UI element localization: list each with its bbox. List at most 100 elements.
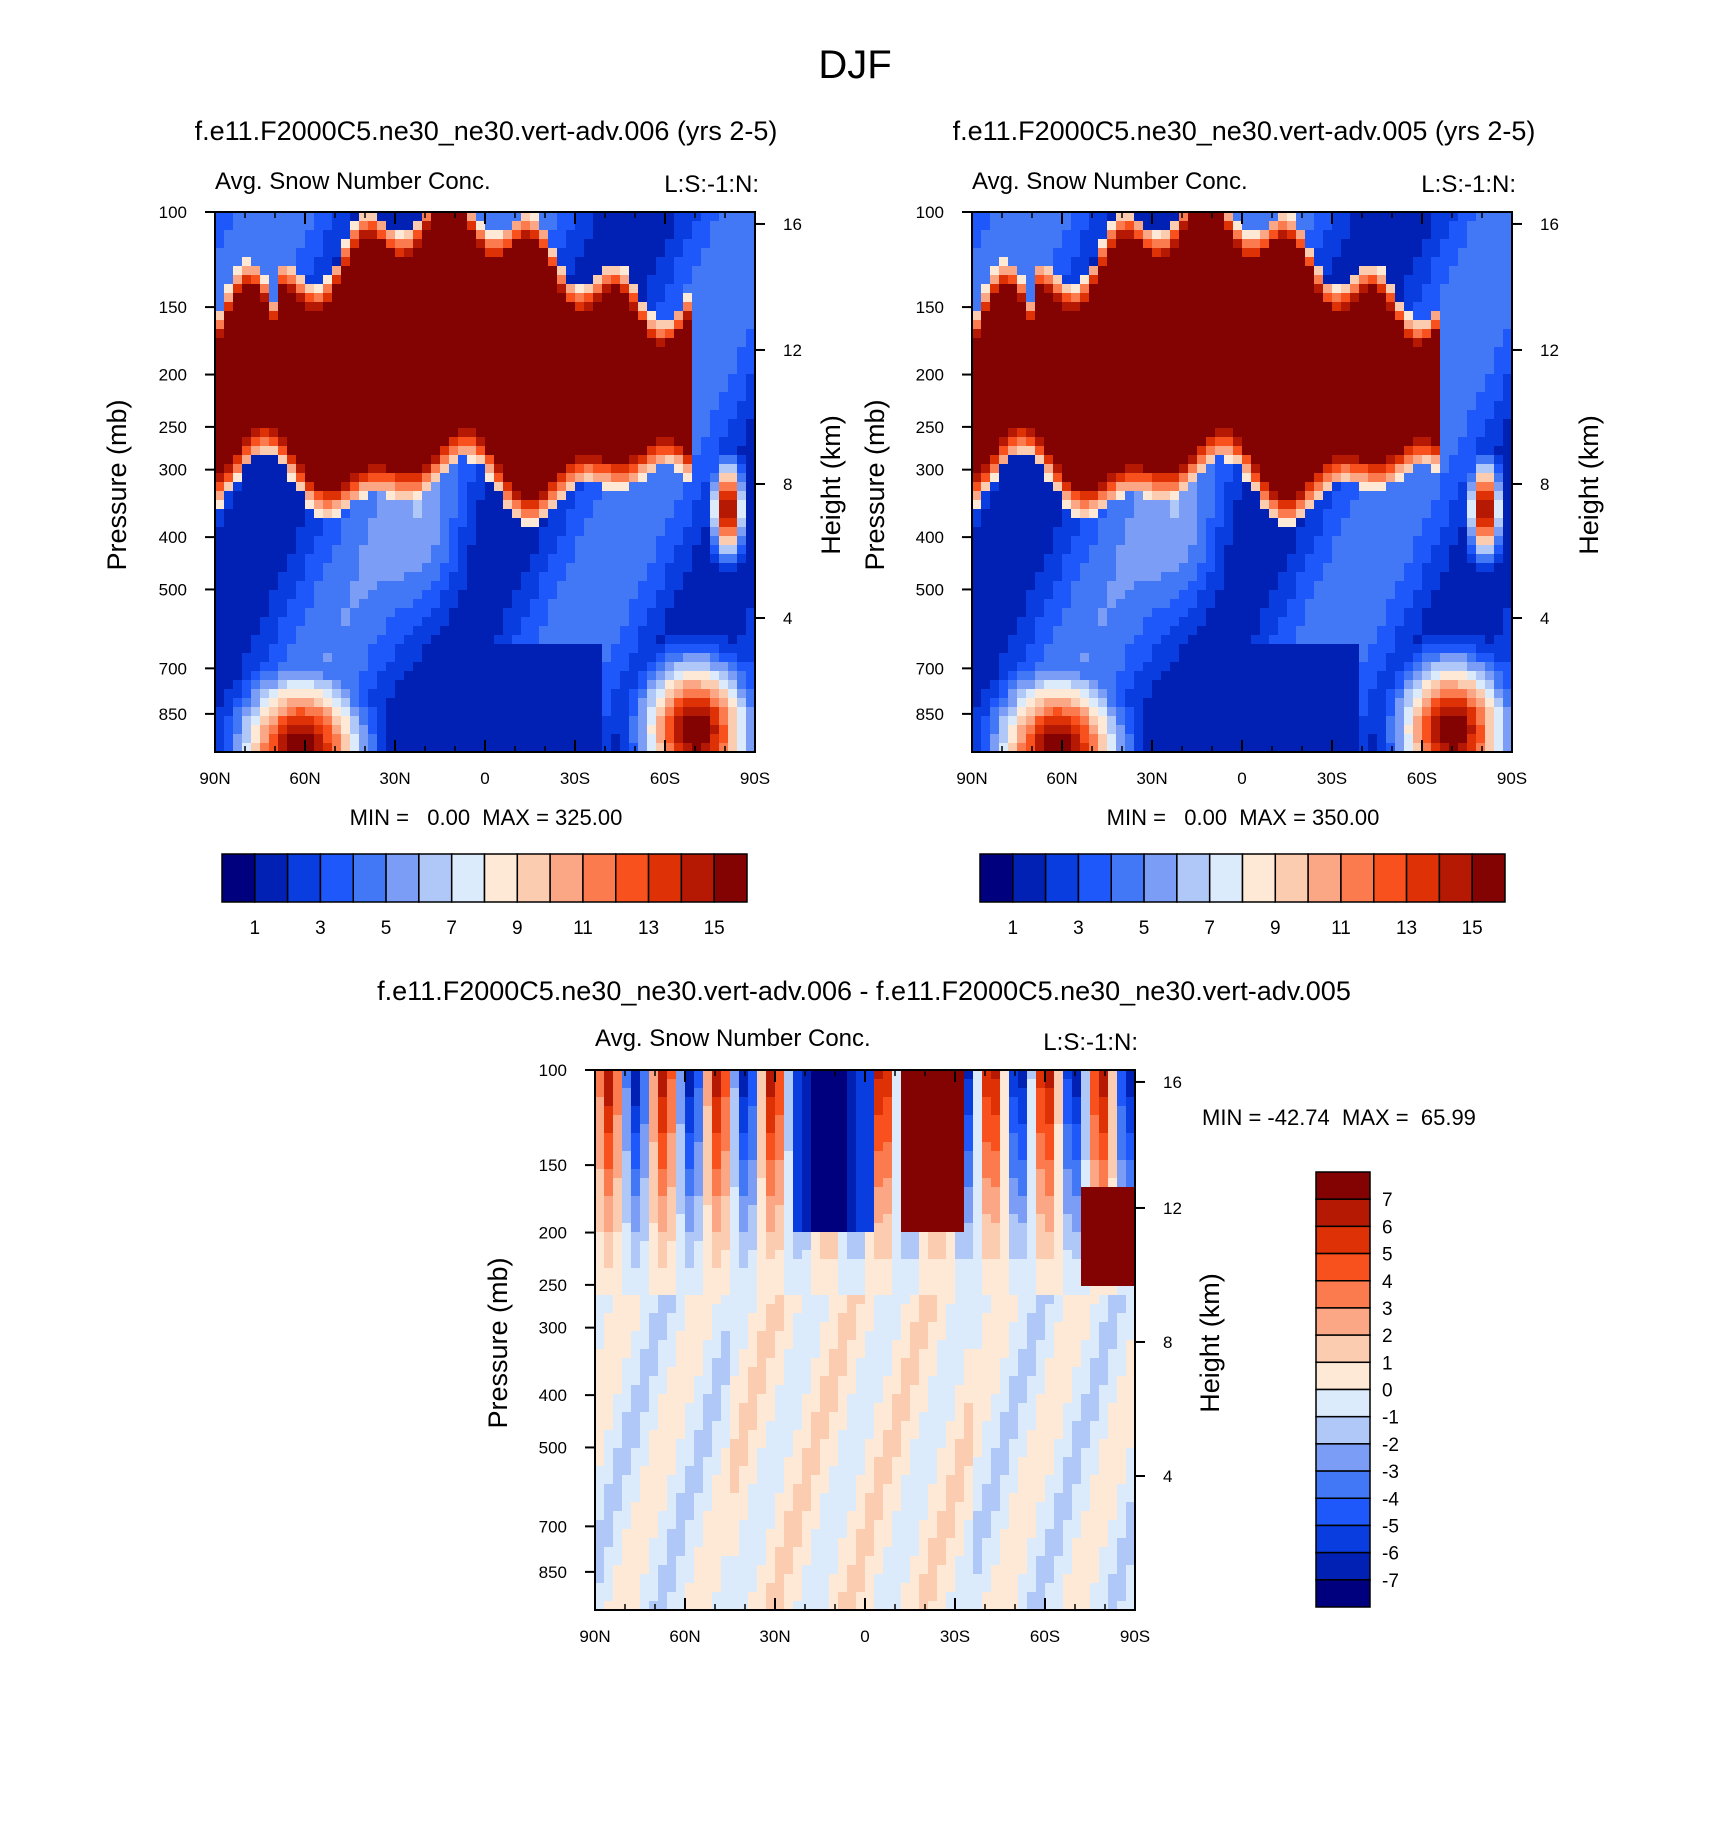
field-cell (620, 446, 630, 456)
field-cell (485, 302, 495, 312)
field-cell (1089, 392, 1099, 402)
field-cell (341, 311, 351, 321)
field-cell (1476, 356, 1486, 366)
field-cell (350, 734, 360, 744)
field-cell (341, 212, 351, 222)
field-cell (485, 347, 495, 357)
field-cell (377, 257, 387, 267)
field-cell (728, 662, 738, 672)
field-cell (674, 455, 684, 465)
field-cell (1206, 338, 1216, 348)
field-cell (1098, 248, 1108, 258)
field-cell (1206, 374, 1216, 384)
field-cell (1422, 239, 1432, 249)
field-cell (1269, 374, 1279, 384)
field-cell (296, 554, 306, 564)
field-cell (1278, 257, 1288, 267)
field-cell (647, 392, 657, 402)
field-cell (431, 581, 441, 591)
field-cell (1152, 338, 1162, 348)
field-cell (737, 473, 747, 483)
field-cell (314, 527, 324, 537)
field-cell (548, 716, 558, 726)
field-cell (350, 545, 360, 555)
field-cell (512, 716, 522, 726)
field-cell (1152, 365, 1162, 375)
field-cell (521, 698, 531, 708)
field-cell (638, 410, 648, 420)
field-cell (728, 464, 738, 474)
field-cell (494, 446, 504, 456)
field-cell (575, 536, 585, 546)
field-cell (260, 257, 270, 267)
field-cell (1503, 239, 1513, 249)
field-cell (719, 383, 729, 393)
field-cell (584, 221, 594, 231)
field-cell (1026, 365, 1036, 375)
field-cell (990, 329, 1000, 339)
field-cell (1134, 383, 1144, 393)
field-cell (323, 608, 333, 618)
field-cell (242, 491, 252, 501)
field-cell (719, 734, 729, 744)
field-cell (422, 518, 432, 528)
field-cell (1287, 257, 1297, 267)
field-cell (1368, 392, 1378, 402)
field-cell (404, 725, 414, 735)
field-cell (359, 626, 369, 636)
field-cell (449, 419, 459, 429)
field-cell (296, 365, 306, 375)
field-cell (467, 662, 477, 672)
field-cell (539, 635, 549, 645)
field-cell (611, 329, 621, 339)
field-cell (638, 230, 648, 240)
field-cell (215, 491, 225, 501)
field-cell (350, 329, 360, 339)
field-cell (1080, 266, 1090, 276)
field-cell (287, 293, 297, 303)
field-cell (972, 239, 982, 249)
field-cell (233, 581, 243, 591)
field-cell (530, 374, 540, 384)
field-cell (548, 248, 558, 258)
field-cell (1152, 284, 1162, 294)
field-cell (566, 302, 576, 312)
field-cell (737, 698, 747, 708)
field-cell (584, 311, 594, 321)
field-cell (1134, 221, 1144, 231)
field-cell (404, 653, 414, 663)
field-cell (485, 734, 495, 744)
field-cell (440, 365, 450, 375)
field-cell (368, 383, 378, 393)
field-cell (692, 680, 702, 690)
field-cell (521, 599, 531, 609)
field-cell (602, 383, 612, 393)
field-cell (449, 554, 459, 564)
field-cell (449, 698, 459, 708)
field-cell (395, 500, 405, 510)
field-cell (404, 536, 414, 546)
field-cell (251, 635, 261, 645)
field-cell (1269, 320, 1279, 330)
field-cell (1062, 257, 1072, 267)
field-cell (1224, 257, 1234, 267)
field-cell (251, 356, 261, 366)
field-cell (1116, 248, 1126, 258)
field-cell (1278, 293, 1288, 303)
field-cell (521, 662, 531, 672)
field-cell (287, 419, 297, 429)
field-cell (719, 392, 729, 402)
field-cell (350, 275, 360, 285)
field-cell (737, 410, 747, 420)
field-cell (710, 221, 720, 231)
field-cell (665, 473, 675, 483)
field-cell (440, 248, 450, 258)
field-cell (683, 248, 693, 258)
field-cell (233, 464, 243, 474)
field-cell (575, 626, 585, 636)
field-cell (1287, 239, 1297, 249)
field-cell (611, 500, 621, 510)
field-cell (593, 590, 603, 600)
field-cell (269, 383, 279, 393)
field-cell (287, 734, 297, 744)
